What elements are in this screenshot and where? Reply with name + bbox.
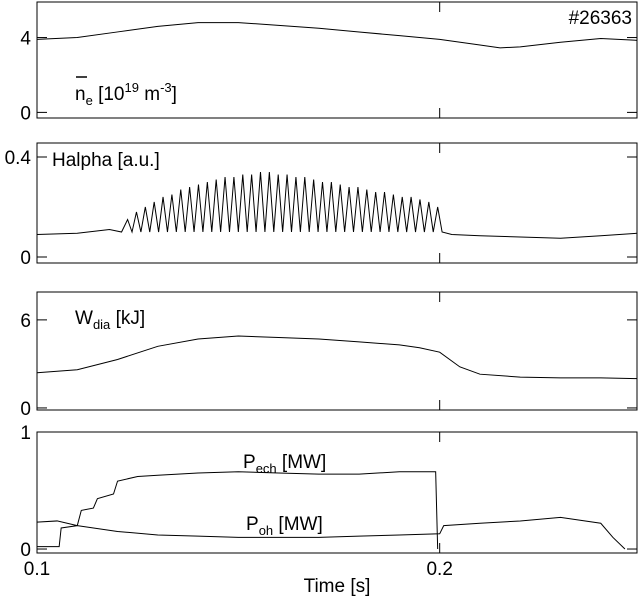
data-line [36,171,638,239]
plot-frame [36,1,638,119]
y-tick-label: 0 [20,248,31,269]
shot-number: #26363 [569,8,632,29]
plot-frame [36,291,638,411]
label-part: P [246,514,259,535]
x-tick-label: 0.2 [426,559,452,580]
data-line [36,516,626,550]
data-line [36,22,638,49]
label-part: e [86,93,93,108]
y-tick-label: 1 [20,423,31,444]
label-part: [MW] [277,452,327,473]
y-tick-label: 0.4 [5,148,32,169]
y-tick-label: 4 [20,29,31,50]
label-part: [MW] [273,514,323,535]
x-tick-label: 0.1 [24,559,50,580]
label-part: P [243,452,256,473]
label-part: [10 [93,84,125,105]
y-tick-label: 6 [20,311,31,332]
x-axis-label: Time [s] [304,576,371,597]
y-tick-label: 0 [20,103,31,124]
label-part: -3 [160,80,172,95]
series-label: Pech [MW] [243,452,326,476]
label-part: dia [93,317,111,332]
label-part: m [139,84,160,105]
y-tick-label: 0 [20,540,31,561]
panel-label: ne [1019 m-3] [75,80,177,108]
label-part: ech [256,461,277,476]
label-part: ] [172,84,177,105]
label-part: [kJ] [110,308,145,329]
label-part: W [75,308,93,329]
label-part: 19 [125,80,139,95]
data-line [36,335,638,380]
panel-label: Halpha [a.u.] [52,150,160,171]
series-label: Poh [MW] [246,514,323,538]
panel-label: Wdia [kJ] [75,308,145,332]
y-tick-label: 0 [20,399,31,420]
plot-frame [36,431,638,554]
label-part: n [75,84,86,105]
label-part: oh [259,523,273,538]
plot-frame [36,142,638,264]
